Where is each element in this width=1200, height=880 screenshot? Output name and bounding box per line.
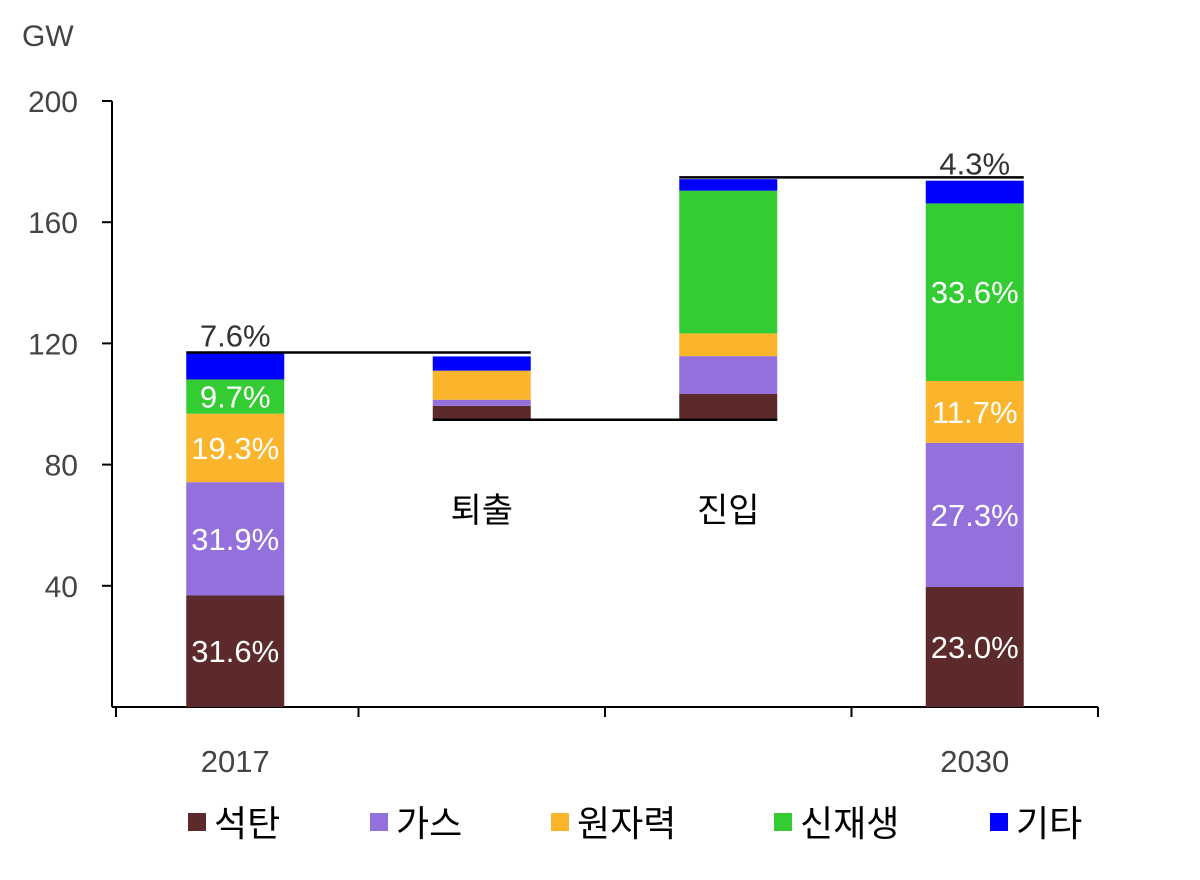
legend-label: 석탄 (214, 804, 280, 845)
bar-segment (432, 356, 531, 371)
bar-segment (925, 587, 1024, 707)
y-tick-label: 40 (45, 571, 78, 604)
data-label: 23.0% (931, 630, 1019, 665)
bar-segment (432, 405, 531, 420)
bar-segment (925, 203, 1024, 381)
y-tick-label: 120 (28, 328, 78, 361)
bar-segment (186, 595, 285, 707)
legend-swatch (990, 813, 1008, 831)
legend-label: 가스 (396, 804, 462, 845)
bar-segment (679, 333, 778, 357)
y-axis: 40 80 120 160 200 (28, 86, 113, 707)
legend-swatch (551, 813, 569, 831)
legend: 석탄 가스 원자력 신재생 기타 (188, 804, 1082, 845)
bar-segment (679, 179, 778, 191)
y-unit-label: GW (22, 20, 74, 53)
data-label: 9.7% (200, 380, 271, 415)
x-tick-label: 2017 (201, 744, 270, 779)
data-label: 19.3% (191, 431, 279, 466)
x-tick-label: 2030 (940, 744, 1009, 779)
legend-swatch (370, 813, 388, 831)
bar-segment (925, 180, 1024, 204)
bar-segment (432, 370, 531, 400)
y-tick-label: 160 (28, 207, 78, 240)
legend-item: 기타 (990, 804, 1082, 845)
legend-swatch (188, 813, 206, 831)
x-axis: 2017 2030 (112, 706, 1099, 779)
legend-label: 기타 (1016, 804, 1082, 845)
legend-label: 신재생 (800, 804, 899, 845)
bar-segment (679, 394, 778, 420)
legend-item: 신재생 (774, 804, 899, 845)
data-labels: 31.6% 31.9% 19.3% 9.7% 23.0% 27.3% 11.7% 33.6% 7… (191, 147, 1018, 670)
top-data-label: 4.3% (939, 147, 1010, 182)
legend-item: 석탄 (188, 804, 280, 845)
legend-item: 가스 (370, 804, 462, 845)
legend-swatch (774, 813, 792, 831)
bar-segment (186, 352, 285, 380)
y-tick-label: 200 (28, 86, 78, 119)
annotation-label: 퇴출 (450, 491, 513, 531)
bar-segment (925, 380, 1024, 443)
bars (186, 179, 1024, 707)
data-label: 31.9% (191, 522, 279, 557)
bar-segment (925, 442, 1024, 588)
bar-segment (186, 413, 285, 483)
legend-item: 원자력 (551, 804, 676, 845)
bar-segment (679, 356, 778, 395)
y-tick-label: 80 (45, 450, 78, 483)
bar-segment (186, 379, 285, 414)
top-data-label: 7.6% (200, 318, 271, 353)
data-label: 33.6% (931, 275, 1019, 310)
legend-label: 원자력 (577, 804, 676, 845)
annotations: 퇴출 진입 (450, 491, 759, 531)
data-label: 31.6% (191, 634, 279, 669)
data-label: 11.7% (932, 395, 1018, 430)
annotation-label: 진입 (697, 491, 760, 531)
bar-segment (186, 482, 285, 596)
bar-segment (679, 190, 778, 334)
data-label: 27.3% (931, 498, 1019, 533)
bar-segment (432, 399, 531, 406)
connector-lines (186, 176, 1024, 422)
